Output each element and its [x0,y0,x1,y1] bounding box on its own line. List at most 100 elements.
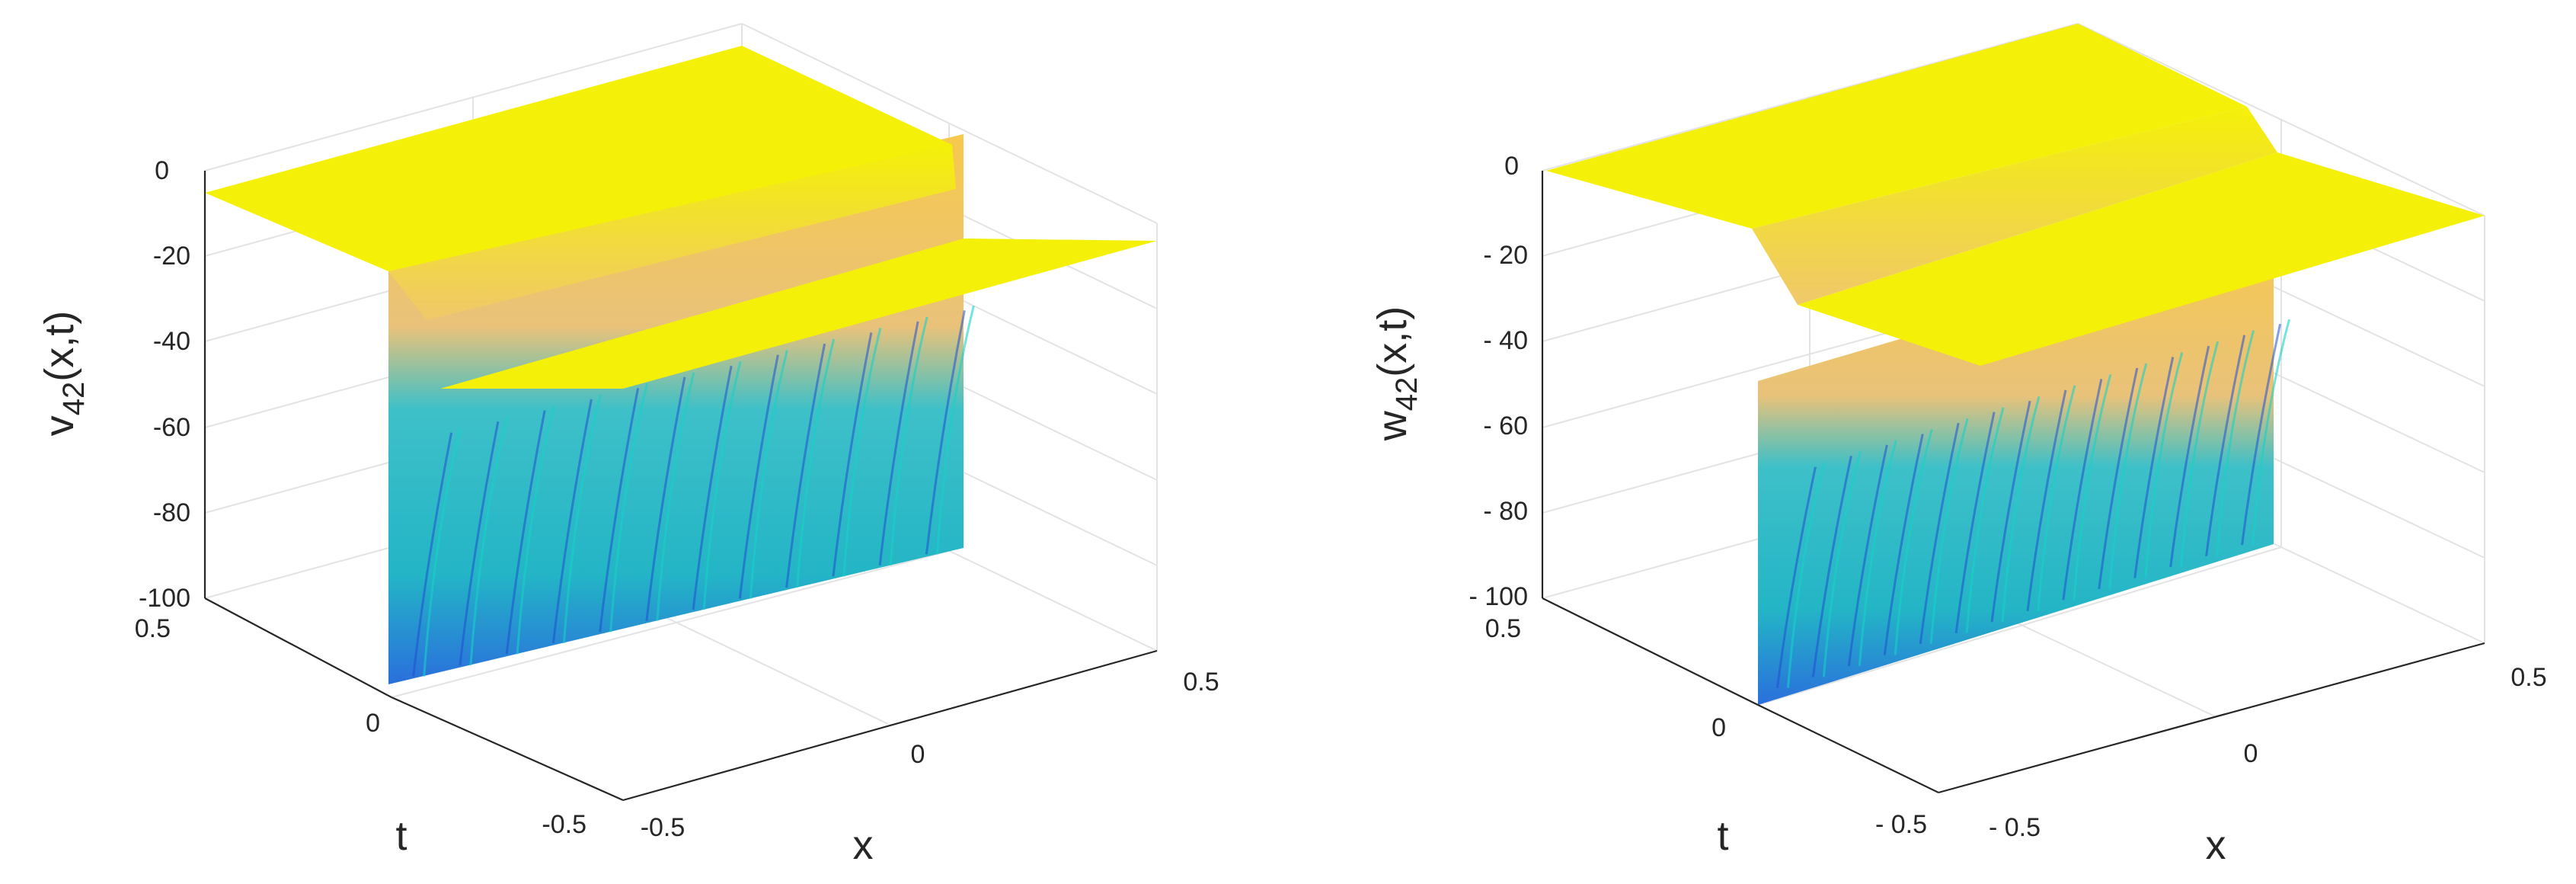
surface-ridge [2108,363,2148,590]
surface-ridge [2241,323,2282,546]
x-ticks: - 0.5 0 0.5 [1989,663,2547,842]
y-tick-label: 0 [1711,713,1726,742]
x-tick-label: - 0.5 [1989,813,2041,842]
z-tick-label: - 60 [1483,412,1528,440]
axes-lines [1541,171,2485,794]
y-axis-label: t [1717,813,1728,859]
surface-ridge [2252,319,2290,546]
surface-ridge [702,360,742,610]
z-tick-label: 0 [155,156,169,185]
surface-ridge [2169,345,2210,568]
z-tick-label: -40 [153,327,190,356]
z-axis-label-args: (x,t) [37,311,82,382]
surface-ridge [2216,330,2255,556]
surface-ridge [1786,462,1826,688]
surface-ridge [2180,341,2220,568]
z-axis-label-base: v [37,415,82,436]
surface-ridge [842,328,882,577]
surface-ridge [692,365,733,610]
z-tick-label: -100 [139,584,190,613]
z-axis-label-sub: 42 [1390,377,1424,412]
surface-ridge [1965,407,2005,633]
z-ticks: 0 - 20 - 40 - 60 - 80 - 100 [1469,152,1529,611]
surface-ridge [423,428,462,677]
z-tick-label: 0 [1504,152,1519,181]
surface-ridge [2037,385,2076,611]
surface-ridge [2205,335,2246,556]
y-tick-label: -0.5 [542,810,586,839]
z-tick-label: - 20 [1483,241,1528,270]
z-ticks: 0 -20 -40 -60 -80 -100 [139,156,190,613]
z-tick-label: -20 [153,242,190,271]
surface-mesh [1546,24,2485,705]
x-tick-label: 0 [2244,739,2258,768]
surface-ridge [551,399,593,644]
surface-ridge [645,376,686,621]
z-tick-label: -60 [153,413,190,442]
surface-ridge [1894,429,1933,655]
surface-ridge [2062,379,2103,601]
surface-ridge [749,350,788,599]
x-tick-label: 0 [911,740,925,769]
x-axis-label: x [853,822,874,868]
surface-ridge [1990,400,2031,623]
surface-mesh [205,46,1157,684]
surface-ridge [599,388,640,633]
surface-ridges [1775,319,2290,688]
surface-ridge [1858,440,1897,667]
surface-ridge [738,354,779,599]
z-axis-label: v42(x,t) [37,311,91,436]
surface-ridge [1883,434,1924,655]
surface-ridge [1919,422,1960,645]
z-axis-label-sub: 42 [57,382,91,416]
surface-ridge [832,332,873,577]
x-axis-label: x [2206,822,2226,868]
surface-ridge [1954,412,1996,633]
surface-ridge [609,383,649,633]
y-tick-label: 0.5 [135,614,171,643]
surface-ridge [412,432,453,677]
x-tick-label: 0.5 [1183,668,1219,697]
surface-plot-w42: 0 - 20 - 40 - 60 - 80 - 100 0.5 0 - 0.5 … [1369,23,2547,868]
surface-ridge [925,310,966,555]
x-tick-label: 0.5 [2510,663,2546,692]
surface-ridge [2001,396,2041,623]
surface-ridge [1822,450,1862,677]
surface-ridge [516,405,555,655]
surface-ridge [785,343,826,588]
surface-ridge [796,338,836,588]
surface-ridge [1775,466,1817,688]
surface-plateau-back [1546,24,2247,229]
surface-ridge [2026,389,2067,611]
z-axis-label-base: w [1369,410,1415,441]
x-ticks: -0.5 0 0.5 [641,668,1219,842]
surface-ridge [935,305,975,555]
z-tick-label: -80 [153,498,190,527]
surface-ridge [562,394,602,644]
surface-ridge [505,410,546,655]
axes-lines [203,171,1158,802]
surface-ridge [459,421,500,666]
y-ticks: 0.5 0 -0.5 [135,614,586,839]
surface-ridge [2073,373,2112,601]
surface-plateau-back [205,46,952,271]
y-axis-label: t [395,813,407,859]
surface-ridge [878,321,919,566]
z-axis-label-args: (x,t) [1369,306,1415,377]
surface-plateau-front [440,239,1157,389]
surface-ridge [2098,367,2139,590]
y-tick-label: - 0.5 [1875,810,1927,839]
z-axis-label: w42(x,t) [1369,306,1424,441]
z-tick-label: - 100 [1469,582,1529,611]
surface-ridge [656,372,695,621]
surface-ridge [1847,444,1888,667]
x-tick-label: -0.5 [641,813,686,842]
surface-ridge [889,316,928,565]
surface-plot-v42: 0 -20 -40 -60 -80 -100 0.5 0 -0.5 -0.5 0… [37,23,1219,868]
surface-ridge [469,416,509,666]
z-tick-label: - 80 [1483,497,1528,526]
surface-ridges [412,305,975,677]
surface-ridge [1929,418,1969,645]
surface-ridge [1811,456,1852,677]
